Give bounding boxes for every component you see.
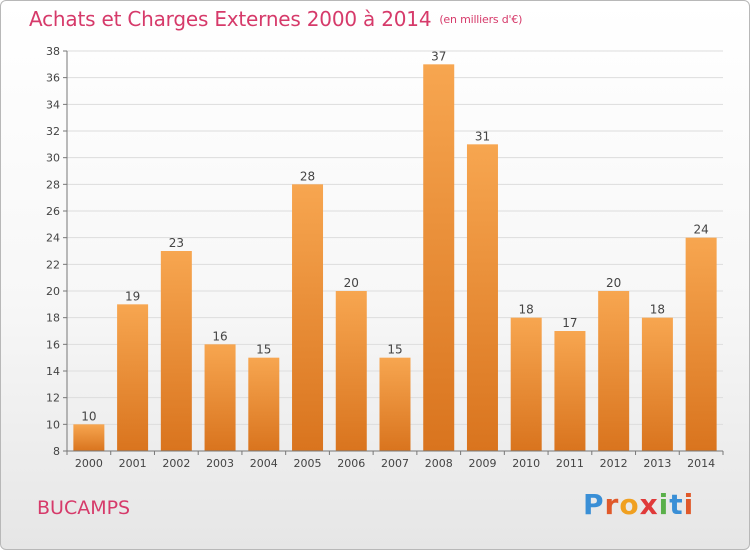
bar-2008 (423, 64, 455, 452)
x-tick-label-2006: 2006 (337, 457, 365, 470)
bar-2012 (598, 291, 630, 451)
data-label-2008: 37 (431, 49, 446, 63)
data-label-2005: 28 (300, 169, 315, 183)
y-tick-label: 32 (46, 125, 60, 138)
chart-title: Achats et Charges Externes 2000 à 2014 (e… (29, 7, 522, 31)
bar-2001 (117, 304, 149, 451)
y-tick-label: 30 (46, 152, 60, 165)
x-tick-label-2005: 2005 (294, 457, 322, 470)
x-tick-label-2014: 2014 (687, 457, 715, 470)
x-tick-label-2003: 2003 (206, 457, 234, 470)
data-label-2007: 15 (387, 343, 402, 357)
x-tick-label-2001: 2001 (119, 457, 147, 470)
chart-title-text: Achats et Charges Externes 2000 à 2014 (29, 7, 432, 31)
y-tick-label: 38 (46, 45, 60, 58)
y-tick-label: 8 (53, 445, 60, 458)
y-tick-label: 12 (46, 392, 60, 405)
proxiti-logo[interactable]: Proxiti (583, 488, 695, 521)
data-label-2014: 24 (693, 223, 708, 237)
x-axis: 2000 2001 2002 2003 2004 2005 2006 2007 2008 2009… (66, 450, 724, 470)
y-tick-label: 36 (46, 72, 60, 85)
bar-2011 (554, 331, 586, 451)
data-label-2010: 18 (519, 303, 534, 317)
bar-2003 (204, 344, 236, 451)
data-label-2006: 20 (344, 276, 359, 290)
x-tick-label-2013: 2013 (643, 457, 671, 470)
y-tick-label: 28 (46, 178, 60, 191)
y-tick-label: 34 (46, 98, 60, 111)
data-label-2013: 18 (650, 303, 665, 317)
bars: 10 19 23 16 15 28 20 15 37 31 18 17 20 18 24 (73, 49, 717, 452)
bar-2007 (379, 357, 411, 451)
y-tick-label: 26 (46, 205, 60, 218)
town-name: BUCAMPS (37, 497, 131, 519)
x-tick-label-2011: 2011 (556, 457, 584, 470)
bar-2005 (292, 184, 324, 452)
bar-2004 (248, 357, 280, 451)
data-label-2004: 15 (256, 343, 271, 357)
bar-2010 (510, 317, 542, 451)
y-tick-label: 10 (46, 418, 60, 431)
x-tick-label-2012: 2012 (600, 457, 628, 470)
bar-2006 (335, 291, 367, 451)
bar-2014 (685, 237, 717, 451)
x-tick-label-2010: 2010 (512, 457, 540, 470)
bar-2000 (73, 424, 105, 451)
data-label-2000: 10 (81, 409, 96, 423)
x-tick-label-2004: 2004 (250, 457, 278, 470)
x-tick-label-2000: 2000 (75, 457, 103, 470)
y-tick-label: 14 (46, 365, 60, 378)
data-label-2012: 20 (606, 276, 621, 290)
bar-2013 (641, 317, 673, 451)
x-tick-label-2007: 2007 (381, 457, 409, 470)
data-label-2011: 17 (562, 316, 577, 330)
x-tick-label-2002: 2002 (162, 457, 190, 470)
bar-2009 (466, 144, 498, 452)
chart-subtitle: (en milliers d'€) (439, 13, 523, 26)
y-tick-label: 16 (46, 338, 60, 351)
data-label-2009: 31 (475, 129, 490, 143)
x-tick-label-2009: 2009 (468, 457, 496, 470)
data-label-2001: 19 (125, 289, 140, 303)
y-tick-label: 24 (46, 232, 60, 245)
y-tick-label: 18 (46, 312, 60, 325)
x-tick-label-2008: 2008 (425, 457, 453, 470)
bar-2002 (160, 251, 192, 451)
data-label-2003: 16 (212, 329, 227, 343)
y-tick-label: 22 (46, 258, 60, 271)
data-label-2002: 23 (169, 236, 184, 250)
y-tick-label: 20 (46, 285, 60, 298)
y-axis: 8 10 12 14 16 18 20 22 24 26 28 30 32 34 36 38 (46, 45, 68, 458)
